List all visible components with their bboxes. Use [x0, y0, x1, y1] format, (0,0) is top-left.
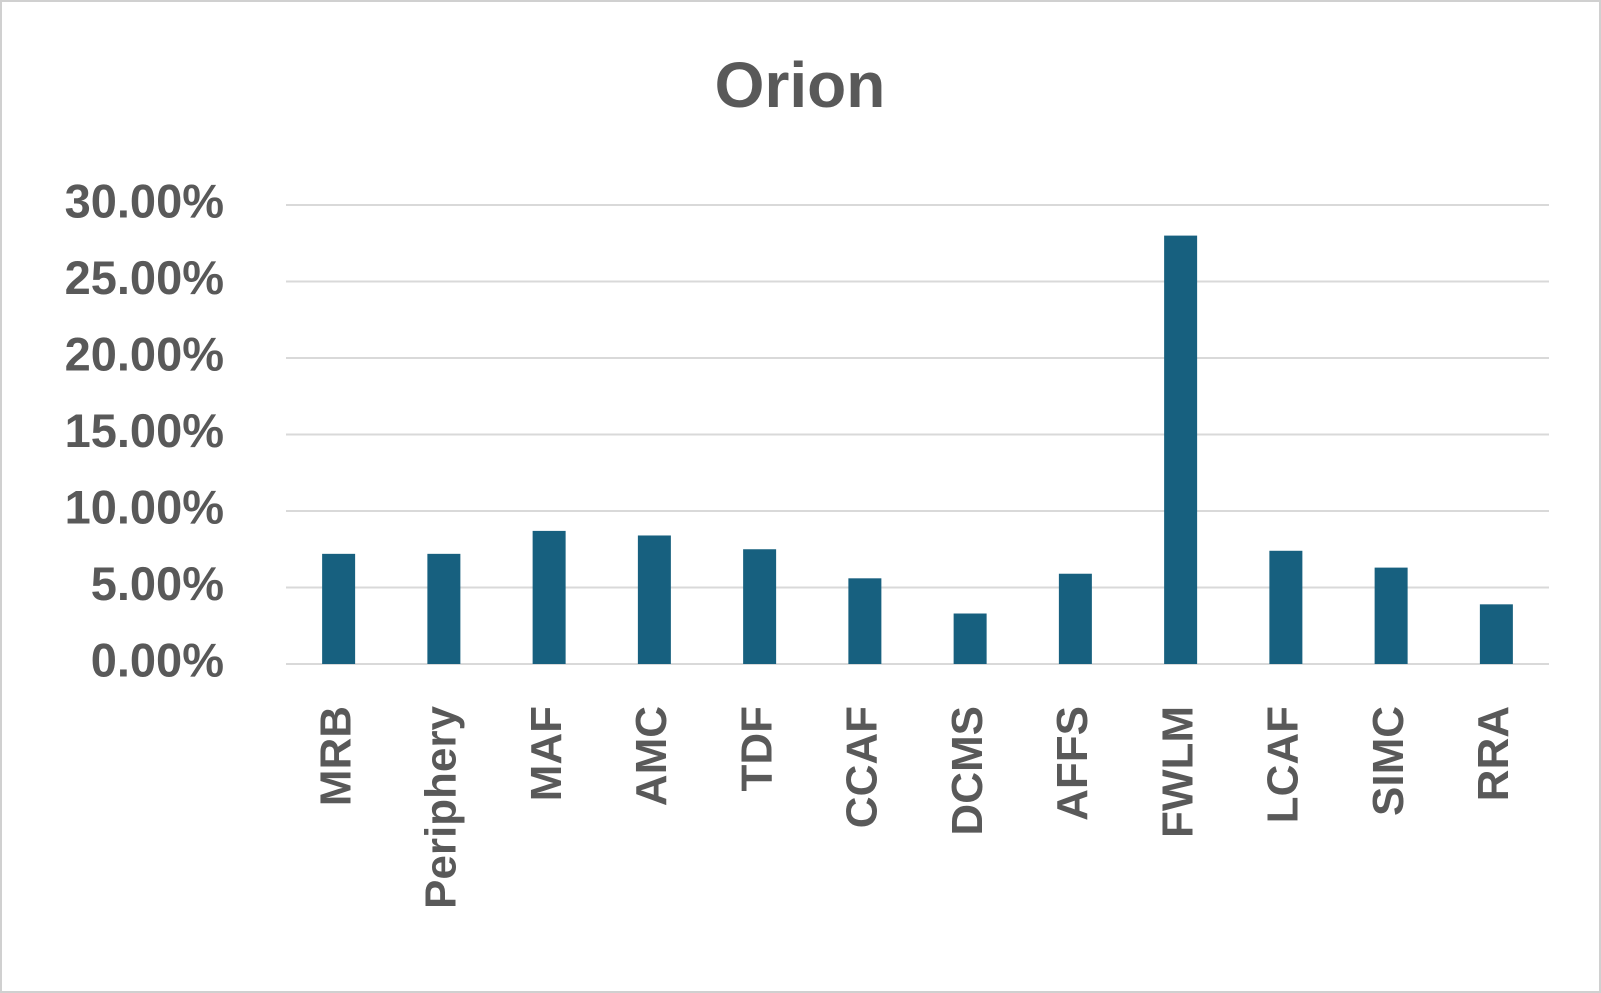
chart-title: Orion: [715, 49, 886, 121]
x-tick-label: CCAF: [838, 706, 887, 828]
x-tick-label: AFFS: [1048, 706, 1097, 821]
bar: [427, 553, 461, 664]
x-tick-label: AMC: [627, 706, 676, 806]
x-tick-label: FWLM: [1153, 706, 1202, 838]
bar: [637, 535, 671, 664]
x-tick-label: DCMS: [943, 706, 992, 836]
y-tick-label: 5.00%: [91, 557, 224, 610]
x-tick-label: TDF: [732, 706, 781, 792]
bar: [953, 613, 987, 664]
bar: [532, 530, 566, 664]
x-tick-label: RRA: [1469, 706, 1518, 801]
x-tick-label: MAF: [522, 706, 571, 801]
y-tick-label: 10.00%: [65, 480, 224, 533]
bar: [1479, 604, 1513, 664]
y-tick-label: 30.00%: [65, 174, 224, 227]
bar: [1164, 235, 1198, 664]
bar: [743, 549, 777, 664]
x-tick-label: MRB: [311, 706, 360, 806]
y-tick-label: 20.00%: [65, 327, 224, 380]
x-tick-label: LCAF: [1259, 706, 1308, 823]
bar: [1374, 567, 1408, 664]
x-tick-label: SIMC: [1364, 706, 1413, 816]
y-tick-label: 25.00%: [65, 251, 224, 304]
bar: [848, 578, 882, 664]
bar: [1058, 573, 1092, 664]
y-tick-label: 15.00%: [65, 404, 224, 457]
y-tick-label: 0.00%: [91, 633, 224, 686]
bar: [1269, 550, 1303, 664]
bar: [322, 553, 356, 664]
x-tick-label: Periphery: [417, 705, 466, 909]
